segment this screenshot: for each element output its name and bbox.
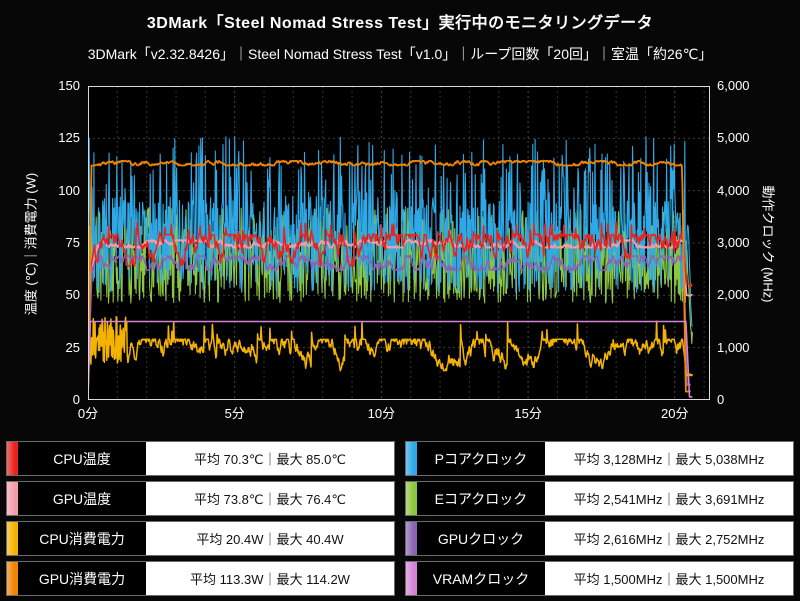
- legend-label: GPU消費電力: [18, 562, 146, 595]
- legend-item-cpu_temp: CPU温度 平均 70.3℃｜最大 85.0℃: [6, 441, 395, 476]
- legend-column-right: Pコアクロック 平均 3,128MHz｜最大 5,038MHz Eコアクロック 平均 …: [405, 441, 794, 596]
- legend-color-swatch: [7, 522, 18, 555]
- right-axis-tick-6000: 6,000: [717, 78, 750, 93]
- chart-subtitle: 3DMark「v2.32.8426」｜Steel Nomad Stress Te…: [87, 46, 713, 62]
- legend-item-vram: VRAMクロック 平均 1,500MHz｜最大 1,500MHz: [405, 561, 794, 596]
- left-axis-tick-125: 125: [58, 130, 80, 146]
- right-axis-tick-3000: 3,000: [717, 235, 750, 250]
- legend-color-swatch: [406, 522, 417, 555]
- left-axis-tick-0: 0: [72, 392, 80, 407]
- chart-legend: CPU温度 平均 70.3℃｜最大 85.0℃ GPU温度 平均 73.8℃｜最大 7…: [0, 441, 800, 596]
- legend-item-gpu_clock: GPUクロック 平均 2,616MHz｜最大 2,752MHz: [405, 521, 794, 556]
- legend-color-swatch: [7, 442, 18, 475]
- left-axis-tick-50: 50: [65, 287, 80, 303]
- legend-color-swatch: [7, 562, 18, 595]
- series-line-ecore: [88, 206, 693, 345]
- legend-color-swatch: [406, 442, 417, 475]
- legend-value: 平均 2,541MHz｜最大 3,691MHz: [545, 482, 793, 515]
- series-line-vram: [88, 320, 693, 398]
- legend-value: 平均 3,128MHz｜最大 5,038MHz: [545, 442, 793, 475]
- x-axis-tick-15: 15分: [514, 406, 542, 421]
- series-line-gpu_clock: [88, 255, 692, 387]
- series-line-gpu_power: [88, 160, 691, 398]
- legend-value: 平均 70.3℃｜最大 85.0℃: [146, 442, 394, 475]
- legend-item-gpu_power: GPU消費電力 平均 113.3W｜最大 114.2W: [6, 561, 395, 596]
- legend-label: Eコアクロック: [417, 482, 545, 515]
- legend-item-ecore: Eコアクロック 平均 2,541MHz｜最大 3,691MHz: [405, 481, 794, 516]
- legend-color-swatch: [406, 562, 417, 595]
- left-axis-tick-100: 100: [58, 182, 80, 198]
- chart-title: 3DMark「Steel Nomad Stress Test」実行中のモニタリン…: [146, 15, 654, 32]
- x-axis-tick-5: 5分: [224, 406, 245, 421]
- legend-color-swatch: [406, 482, 417, 515]
- right-axis-tick-0: 0: [717, 392, 725, 407]
- legend-value: 平均 113.3W｜最大 114.2W: [146, 562, 394, 595]
- left-axis-tick-25: 25: [65, 339, 80, 355]
- legend-value: 平均 2,616MHz｜最大 2,752MHz: [545, 522, 793, 555]
- legend-label: Pコアクロック: [417, 442, 545, 475]
- x-axis-tick-20: 20分: [661, 406, 689, 421]
- legend-label: VRAMクロック: [417, 562, 545, 595]
- legend-label: CPU温度: [18, 442, 146, 475]
- legend-value: 平均 20.4W｜最大 40.4W: [146, 522, 394, 555]
- plot-area: [88, 86, 710, 400]
- legend-value: 平均 73.8℃｜最大 76.4℃: [146, 482, 394, 515]
- right-axis-tick-2000: 2,000: [717, 287, 750, 303]
- legend-item-cpu_power: CPU消費電力 平均 20.4W｜最大 40.4W: [6, 521, 395, 556]
- legend-color-swatch: [7, 482, 18, 515]
- legend-item-pcore: Pコアクロック 平均 3,128MHz｜最大 5,038MHz: [405, 441, 794, 476]
- series-line-cpu_power: [88, 316, 694, 377]
- right-axis-tick-1000: 1,000: [717, 339, 750, 355]
- legend-label: GPU温度: [18, 482, 146, 515]
- series-line-gpu_temp: [88, 239, 693, 297]
- legend-value: 平均 1,500MHz｜最大 1,500MHz: [545, 562, 793, 595]
- left-axis-tick-75: 75: [65, 235, 80, 250]
- series-line-cpu_temp: [88, 221, 693, 288]
- legend-label: CPU消費電力: [18, 522, 146, 555]
- left-axis-tick-150: 150: [58, 78, 80, 93]
- x-axis-tick-10: 10分: [367, 406, 396, 421]
- right-axis-tick-4000: 4,000: [717, 182, 750, 198]
- legend-column-left: CPU温度 平均 70.3℃｜最大 85.0℃ GPU温度 平均 73.8℃｜最大 7…: [6, 441, 395, 596]
- right-axis-tick-5000: 5,000: [717, 130, 750, 146]
- legend-item-gpu_temp: GPU温度 平均 73.8℃｜最大 76.4℃: [6, 481, 395, 516]
- x-axis-tick-0: 0分: [77, 406, 99, 421]
- legend-label: GPUクロック: [417, 522, 545, 555]
